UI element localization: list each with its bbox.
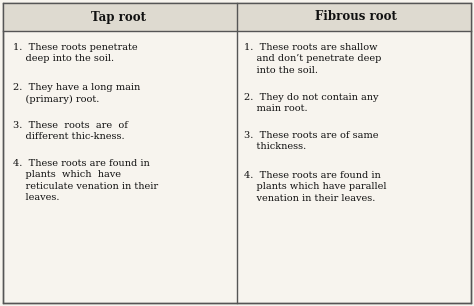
Bar: [237, 3, 471, 31]
Text: 2.  They have a long main
    (primary) root.: 2. They have a long main (primary) root.: [13, 83, 140, 104]
Text: Fibrous root: Fibrous root: [315, 10, 396, 24]
Text: 4.  These roots are found in
    plants  which  have
    reticulate venation in : 4. These roots are found in plants which…: [13, 159, 158, 202]
Text: 3.  These  roots  are  of
    different thic-kness.: 3. These roots are of different thic-kne…: [13, 121, 128, 141]
Text: 1.  These roots are shallow
    and don’t penetrate deep
    into the soil.: 1. These roots are shallow and don’t pen…: [244, 43, 382, 75]
Text: 3.  These roots are of same
    thickness.: 3. These roots are of same thickness.: [244, 131, 379, 151]
Bar: [3, 3, 237, 31]
Text: 2.  They do not contain any
    main root.: 2. They do not contain any main root.: [244, 93, 379, 114]
Text: Tap root: Tap root: [91, 10, 146, 24]
Text: 4.  These roots are found in
    plants which have parallel
    venation in thei: 4. These roots are found in plants which…: [244, 171, 386, 203]
Text: 1.  These roots penetrate
    deep into the soil.: 1. These roots penetrate deep into the s…: [13, 43, 137, 63]
